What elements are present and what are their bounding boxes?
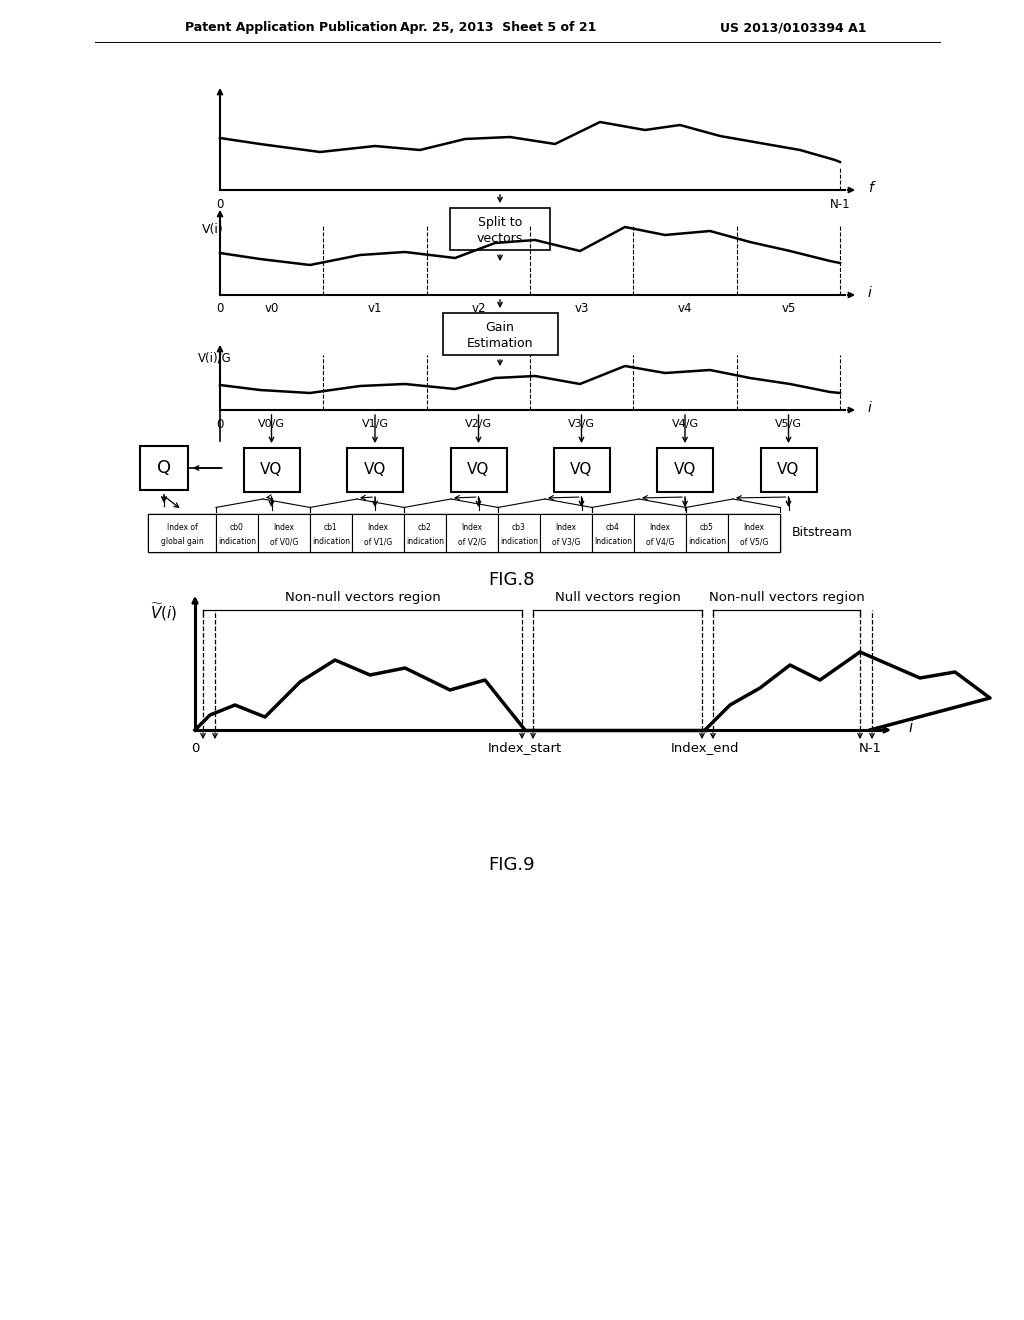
- Text: VQ: VQ: [260, 462, 283, 478]
- Text: of V1/G: of V1/G: [364, 537, 392, 546]
- Text: cb5: cb5: [700, 523, 714, 532]
- Text: i: i: [868, 401, 871, 414]
- Text: Non-null vectors region: Non-null vectors region: [285, 591, 440, 605]
- Text: V0/G: V0/G: [258, 418, 285, 429]
- Bar: [554, 447, 609, 492]
- Text: 0: 0: [190, 742, 200, 755]
- Bar: [446, 513, 498, 552]
- Text: vectors: vectors: [477, 232, 523, 244]
- Text: v5: v5: [781, 302, 796, 315]
- Bar: [148, 513, 216, 552]
- Text: indication: indication: [406, 537, 444, 546]
- Text: cb0: cb0: [230, 523, 244, 532]
- Text: Index_end: Index_end: [671, 742, 739, 755]
- Text: V4/G: V4/G: [672, 418, 698, 429]
- Text: Index: Index: [743, 523, 765, 532]
- Text: Indication: Indication: [594, 537, 632, 546]
- Text: indication: indication: [312, 537, 350, 546]
- Text: FIG.8: FIG.8: [488, 572, 536, 589]
- Bar: [443, 313, 558, 355]
- Text: Estimation: Estimation: [467, 337, 534, 350]
- Text: cb4: cb4: [606, 523, 620, 532]
- Text: N-1: N-1: [858, 742, 882, 755]
- Text: indication: indication: [218, 537, 256, 546]
- Text: 0: 0: [216, 302, 223, 315]
- Text: Non-null vectors region: Non-null vectors region: [709, 591, 864, 605]
- Text: Null vectors region: Null vectors region: [555, 591, 680, 605]
- Text: $\widetilde{V}(i)$: $\widetilde{V}(i)$: [150, 601, 177, 623]
- Text: VQ: VQ: [364, 462, 386, 478]
- Text: of V5/G: of V5/G: [739, 537, 768, 546]
- Text: Bitstream: Bitstream: [792, 527, 853, 540]
- Text: of V0/G: of V0/G: [269, 537, 298, 546]
- Bar: [244, 447, 299, 492]
- Bar: [140, 446, 188, 490]
- Text: Apr. 25, 2013  Sheet 5 of 21: Apr. 25, 2013 Sheet 5 of 21: [400, 21, 596, 34]
- Text: v2: v2: [471, 302, 485, 315]
- Bar: [450, 209, 550, 249]
- Text: Split to: Split to: [478, 216, 522, 230]
- Text: 0: 0: [216, 198, 223, 210]
- Text: i: i: [908, 721, 912, 735]
- Bar: [352, 513, 404, 552]
- Text: VQ: VQ: [777, 462, 800, 478]
- Text: Index_start: Index_start: [487, 742, 562, 755]
- Text: VQ: VQ: [674, 462, 696, 478]
- Bar: [451, 447, 507, 492]
- Text: N-1: N-1: [829, 198, 850, 210]
- Text: Index: Index: [368, 523, 388, 532]
- Text: US 2013/0103394 A1: US 2013/0103394 A1: [720, 21, 866, 34]
- Bar: [148, 513, 780, 552]
- Text: of V3/G: of V3/G: [552, 537, 581, 546]
- Bar: [310, 513, 352, 552]
- Text: global gain: global gain: [161, 537, 204, 546]
- Text: v3: v3: [574, 302, 589, 315]
- Bar: [657, 447, 713, 492]
- Text: f: f: [868, 181, 872, 195]
- Text: v1: v1: [368, 302, 382, 315]
- Text: cb3: cb3: [512, 523, 526, 532]
- Bar: [634, 513, 686, 552]
- Text: VQ: VQ: [570, 462, 593, 478]
- Text: i: i: [868, 286, 871, 300]
- Text: V2/G: V2/G: [465, 418, 493, 429]
- Text: FIG.9: FIG.9: [488, 855, 536, 874]
- Text: V3/G: V3/G: [568, 418, 595, 429]
- Text: v4: v4: [678, 302, 692, 315]
- Text: indication: indication: [500, 537, 538, 546]
- Text: VQ: VQ: [467, 462, 489, 478]
- Text: of V2/G: of V2/G: [458, 537, 486, 546]
- Text: cb2: cb2: [418, 523, 432, 532]
- Bar: [728, 513, 780, 552]
- Text: V5/G: V5/G: [775, 418, 802, 429]
- Text: of V4/G: of V4/G: [646, 537, 674, 546]
- Text: Gain: Gain: [485, 321, 514, 334]
- Bar: [347, 447, 403, 492]
- Bar: [686, 513, 728, 552]
- Bar: [761, 447, 816, 492]
- Text: V(i): V(i): [202, 223, 224, 236]
- Text: V1/G: V1/G: [361, 418, 388, 429]
- Bar: [404, 513, 446, 552]
- Bar: [592, 513, 634, 552]
- Text: Index: Index: [555, 523, 577, 532]
- Bar: [258, 513, 310, 552]
- Bar: [216, 513, 258, 552]
- Text: Index of: Index of: [167, 523, 198, 532]
- Text: Q: Q: [157, 459, 171, 477]
- Text: v0: v0: [264, 302, 279, 315]
- Bar: [498, 513, 540, 552]
- Text: Patent Application Publication: Patent Application Publication: [185, 21, 397, 34]
- Text: indication: indication: [688, 537, 726, 546]
- Text: V(i)/G: V(i)/G: [198, 351, 231, 364]
- Text: Index: Index: [273, 523, 295, 532]
- Text: 0: 0: [216, 417, 223, 430]
- Bar: [540, 513, 592, 552]
- Text: cb1: cb1: [325, 523, 338, 532]
- Text: Index: Index: [462, 523, 482, 532]
- Text: Index: Index: [649, 523, 671, 532]
